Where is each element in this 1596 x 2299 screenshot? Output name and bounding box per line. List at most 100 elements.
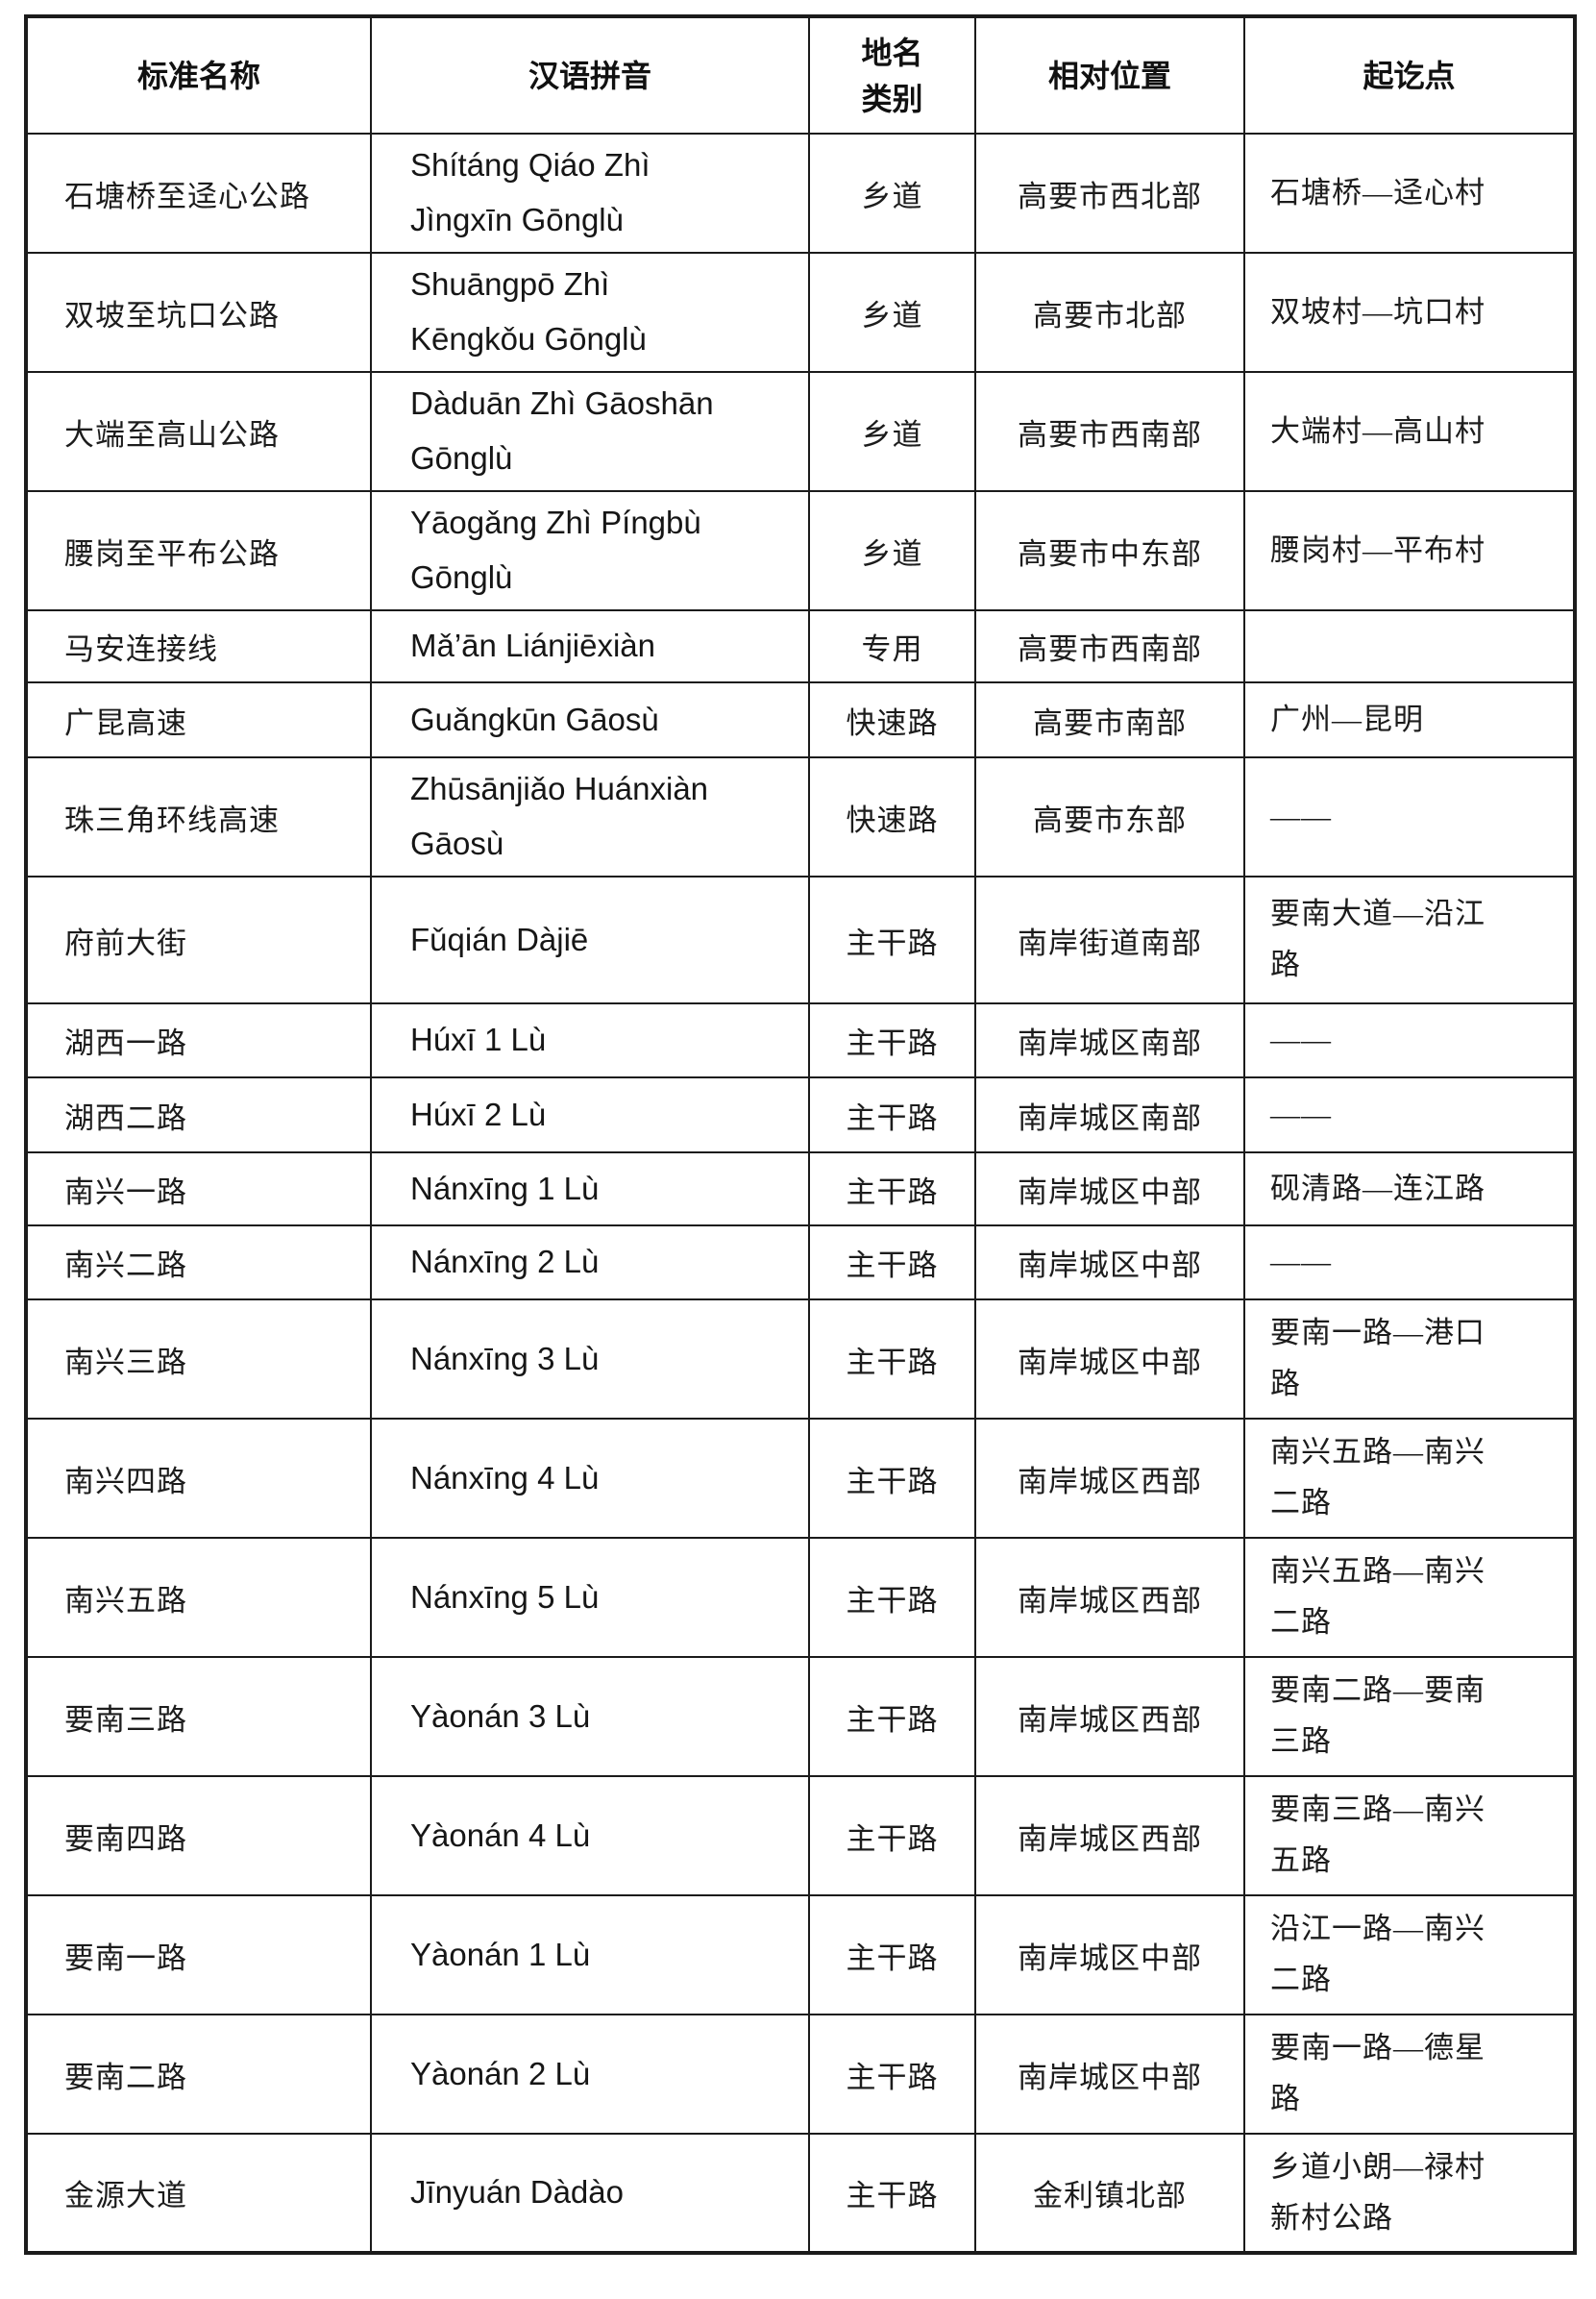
cell-standard-name: 金源大道 <box>25 2133 372 2254</box>
table-row: 要南四路 Yàonán 4 Lù 主干路 南岸城区西部 要南三路—南兴 五路 <box>25 1775 1576 1896</box>
cell-category: 主干路 <box>808 1418 976 1539</box>
cell-pinyin: Shítáng Qiáo Zhì Jìngxīn Gōnglù <box>370 133 810 254</box>
header-pinyin: 汉语拼音 <box>370 15 810 135</box>
table-row: 南兴五路 Nánxīng 5 Lù 主干路 南岸城区西部 南兴五路—南兴 二路 <box>25 1537 1576 1658</box>
cell-position: 高要市西南部 <box>974 609 1245 683</box>
cell-standard-name: 广昆高速 <box>25 681 372 758</box>
cell-endpoints: 要南三路—南兴 五路 <box>1243 1775 1576 1896</box>
cell-pinyin: Mǎ’ān Liánjiēxiàn <box>370 609 810 683</box>
table-row: 要南二路 Yàonán 2 Lù 主干路 南岸城区中部 要南一路—德星 路 <box>25 2014 1576 2135</box>
road-names-table: 标准名称 汉语拼音 地名类别 相对位置 起讫点 石塘桥至迳心公路 Shítáng … <box>24 14 1577 2255</box>
header-category: 地名类别 <box>808 15 976 135</box>
table-row: 要南三路 Yàonán 3 Lù 主干路 南岸城区西部 要南二路—要南 三路 <box>25 1656 1576 1777</box>
cell-category: 乡道 <box>808 371 976 492</box>
cell-pinyin: Zhūsānjiǎo Huánxiàn Gāosù <box>370 756 810 878</box>
table-row: 南兴三路 Nánxīng 3 Lù 主干路 南岸城区中部 要南一路—港口 路 <box>25 1298 1576 1420</box>
cell-standard-name: 腰岗至平布公路 <box>25 490 372 611</box>
cell-standard-name: 湖西二路 <box>25 1076 372 1153</box>
cell-position: 南岸城区南部 <box>974 1002 1245 1078</box>
cell-pinyin: Nánxīng 1 Lù <box>370 1151 810 1226</box>
cell-endpoints: —— <box>1243 1076 1576 1153</box>
cell-standard-name: 要南一路 <box>25 1894 372 2015</box>
cell-position: 南岸城区西部 <box>974 1656 1245 1777</box>
cell-endpoints: 砚清路—连江路 <box>1243 1151 1576 1226</box>
table-row: 金源大道 Jīnyuán Dàdào 主干路 金利镇北部 乡道小朗—禄村 新村公路 <box>25 2133 1576 2254</box>
cell-pinyin: Yàonán 1 Lù <box>370 1894 810 2015</box>
header-endpoints: 起讫点 <box>1243 15 1576 135</box>
cell-category: 主干路 <box>808 1298 976 1420</box>
cell-endpoints: 大端村—高山村 <box>1243 371 1576 492</box>
cell-pinyin: Fǔqián Dàjiē <box>370 876 810 1004</box>
table-row: 珠三角环线高速 Zhūsānjiǎo Huánxiàn Gāosù 快速路 高要市东部… <box>25 756 1576 878</box>
table-row: 南兴四路 Nánxīng 4 Lù 主干路 南岸城区西部 南兴五路—南兴 二路 <box>25 1418 1576 1539</box>
cell-position: 高要市东部 <box>974 756 1245 878</box>
cell-position: 南岸城区中部 <box>974 1224 1245 1300</box>
cell-endpoints: 双坡村—坑口村 <box>1243 252 1576 373</box>
cell-position: 南岸街道南部 <box>974 876 1245 1004</box>
table-row: 府前大街 Fǔqián Dàjiē 主干路 南岸街道南部 要南大道—沿江 路 <box>25 876 1576 1004</box>
cell-position: 南岸城区南部 <box>974 1076 1245 1153</box>
cell-endpoints: 南兴五路—南兴 二路 <box>1243 1418 1576 1539</box>
table-row: 南兴一路 Nánxīng 1 Lù 主干路 南岸城区中部 砚清路—连江路 <box>25 1151 1576 1226</box>
cell-endpoints: 沿江一路—南兴 二路 <box>1243 1894 1576 2015</box>
cell-endpoints: 石塘桥—迳心村 <box>1243 133 1576 254</box>
table-row: 南兴二路 Nánxīng 2 Lù 主干路 南岸城区中部 —— <box>25 1224 1576 1300</box>
cell-pinyin: Nánxīng 4 Lù <box>370 1418 810 1539</box>
cell-position: 南岸城区西部 <box>974 1537 1245 1658</box>
cell-pinyin: Yāogǎng Zhì Píngbù Gōnglù <box>370 490 810 611</box>
cell-category: 主干路 <box>808 1894 976 2015</box>
cell-standard-name: 南兴四路 <box>25 1418 372 1539</box>
header-category-label: 地名类别 <box>861 35 923 116</box>
cell-pinyin: Jīnyuán Dàdào <box>370 2133 810 2254</box>
cell-standard-name: 珠三角环线高速 <box>25 756 372 878</box>
cell-standard-name: 湖西一路 <box>25 1002 372 1078</box>
cell-endpoints: 要南一路—德星 路 <box>1243 2014 1576 2135</box>
cell-standard-name: 要南二路 <box>25 2014 372 2135</box>
cell-category: 主干路 <box>808 876 976 1004</box>
cell-category: 主干路 <box>808 1076 976 1153</box>
cell-endpoints: 腰岗村—平布村 <box>1243 490 1576 611</box>
cell-category: 乡道 <box>808 490 976 611</box>
cell-category: 主干路 <box>808 1775 976 1896</box>
cell-category: 乡道 <box>808 133 976 254</box>
table-row: 要南一路 Yàonán 1 Lù 主干路 南岸城区中部 沿江一路—南兴 二路 <box>25 1894 1576 2015</box>
cell-category: 主干路 <box>808 2014 976 2135</box>
cell-position: 南岸城区西部 <box>974 1418 1245 1539</box>
cell-endpoints: —— <box>1243 1002 1576 1078</box>
header-standard-name-label: 标准名称 <box>136 58 260 93</box>
table-row: 广昆高速 Guǎngkūn Gāosù 快速路 高要市南部 广州—昆明 <box>25 681 1576 758</box>
cell-endpoints: 要南二路—要南 三路 <box>1243 1656 1576 1777</box>
cell-standard-name: 南兴二路 <box>25 1224 372 1300</box>
cell-position: 金利镇北部 <box>974 2133 1245 2254</box>
cell-endpoints: 南兴五路—南兴 二路 <box>1243 1537 1576 1658</box>
header-row: 标准名称 汉语拼音 地名类别 相对位置 起讫点 <box>25 15 1576 135</box>
header-standard-name: 标准名称 <box>25 15 372 135</box>
cell-category: 快速路 <box>808 681 976 758</box>
table-row: 大端至高山公路 Dàduān Zhì Gāoshān Gōnglù 乡道 高要市西南部… <box>25 371 1576 492</box>
cell-pinyin: Nánxīng 5 Lù <box>370 1537 810 1658</box>
cell-position: 高要市南部 <box>974 681 1245 758</box>
cell-endpoints: —— <box>1243 1224 1576 1300</box>
cell-category: 主干路 <box>808 1537 976 1658</box>
cell-position: 南岸城区中部 <box>974 1151 1245 1226</box>
cell-endpoints: —— <box>1243 756 1576 878</box>
cell-standard-name: 府前大街 <box>25 876 372 1004</box>
cell-pinyin: Nánxīng 2 Lù <box>370 1224 810 1300</box>
cell-position: 高要市北部 <box>974 252 1245 373</box>
cell-category: 专用 <box>808 609 976 683</box>
table-header: 标准名称 汉语拼音 地名类别 相对位置 起讫点 <box>25 15 1576 135</box>
cell-position: 南岸城区中部 <box>974 1298 1245 1420</box>
table-row: 湖西二路 Húxī 2 Lù 主干路 南岸城区南部 —— <box>25 1076 1576 1153</box>
header-endpoints-label: 起讫点 <box>1363 58 1456 93</box>
table-row: 双坡至坑口公路 Shuāngpō Zhì Kēngkǒu Gōnglù 乡道 高要市北… <box>25 252 1576 373</box>
cell-endpoints: 乡道小朗—禄村 新村公路 <box>1243 2133 1576 2254</box>
cell-pinyin: Nánxīng 3 Lù <box>370 1298 810 1420</box>
cell-category: 主干路 <box>808 1656 976 1777</box>
header-position-label: 相对位置 <box>1047 58 1171 93</box>
cell-position: 高要市西南部 <box>974 371 1245 492</box>
table-row: 湖西一路 Húxī 1 Lù 主干路 南岸城区南部 —— <box>25 1002 1576 1078</box>
cell-category: 乡道 <box>808 252 976 373</box>
cell-position: 南岸城区西部 <box>974 1775 1245 1896</box>
cell-category: 快速路 <box>808 756 976 878</box>
cell-pinyin: Húxī 2 Lù <box>370 1076 810 1153</box>
